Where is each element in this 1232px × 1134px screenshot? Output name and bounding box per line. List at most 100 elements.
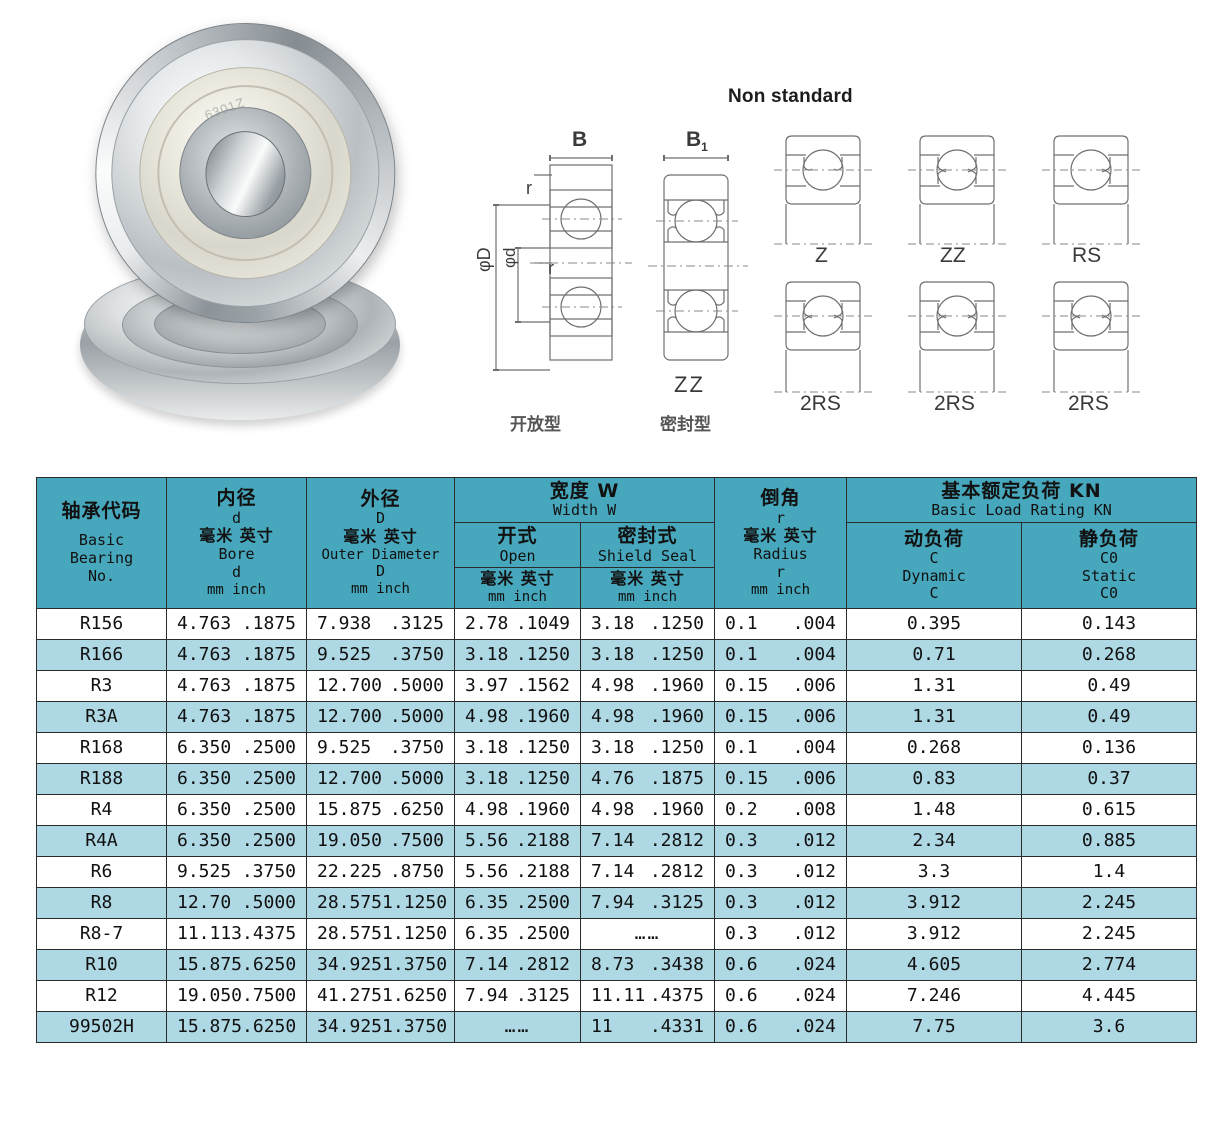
cell-radius: 0.15.006 [714,762,848,795]
cell-bore: 15.875.6250 [166,948,307,981]
dim-b1-subscript: 1 [701,140,708,155]
th-width-en: Width W [552,501,617,520]
cell-static-load: 2.245 [1021,886,1198,919]
cell-dynamic-load: 4.605 [846,948,1023,981]
th-bearing-no-en3: No. [87,566,116,585]
cell-static-load: 2.245 [1021,917,1198,950]
cell-dynamic-load: 7.75 [846,1010,1023,1043]
cell-dynamic-load: 0.268 [846,731,1023,764]
cell-dynamic-load: 0.83 [846,762,1023,795]
dimension-label-phi-D: φD [474,247,494,272]
th-dynamic-cn: 动负荷 [904,527,965,550]
th-radius: 倒角 r 毫米 英寸 Radius r mm inch [714,477,848,609]
th-od-cn: 外径 [360,487,401,510]
th-bore-cn: 内径 [216,487,257,510]
th-static-load: 静负荷 C0 Static C0 [1021,522,1198,609]
table-row: R166 4.763.1875 9.525.3750 3.18.1250 3.18.12… [36,638,1198,671]
cell-radius: 0.6.024 [714,979,848,1012]
th-bearing-no-cn: 轴承代码 [61,500,142,523]
th-open-cn: 开式 [497,525,538,548]
table-row: R10 15.875.6250 34.925 1.3750 7.14.2812 8.73.… [36,948,1198,981]
cell-bore: 6.350.2500 [166,762,307,795]
table-row: R3 4.763.1875 12.700.5000 3.97.1562 4.98.196… [36,669,1198,702]
cell-dynamic-load: 3.3 [846,855,1023,888]
th-bore-sym: d [231,508,242,527]
table-header-row-3: 毫米 英寸 mm inch 毫米 英寸 mm inch [37,567,1197,609]
cell-bearing-no: R168 [36,731,167,764]
th-static-en-sym: C0 [1099,584,1119,603]
variant-label-z: Z [815,244,828,267]
th-open-en: Open [499,546,536,565]
cell-dynamic-load: 0.71 [846,638,1023,671]
cell-dynamic-load: 3.912 [846,886,1023,919]
technical-diagrams: Non standard [452,0,1232,470]
th-bore-en: Bore [218,545,255,564]
th-open-units: 毫米 英寸 mm inch [454,567,581,609]
th-od-cn-units: 毫米 英寸 [343,527,418,547]
cell-bearing-no: R3 [36,669,167,702]
cell-bore: 4.763.1875 [166,607,307,640]
dimension-label-phi-d: φd [500,247,519,269]
table-row: R8 12.70.5000 28.575 1.1250 6.35.2500 7.94.31… [36,886,1198,919]
th-shield-units: 毫米 英寸 mm inch [579,567,716,609]
th-shield-cn-units: 毫米 英寸 [610,569,685,589]
th-bore-en-sym: d [231,563,242,582]
bearing-upper: 6301Z [85,11,437,353]
cell-radius: 0.3.012 [714,886,848,919]
cell-bore: 9.525.3750 [166,855,307,888]
cell-width-shield: 4.76.1875 [579,762,716,795]
cell-bearing-no: R8-7 [36,917,167,950]
cell-radius: 0.6.024 [714,1010,848,1043]
cell-bore: 6.350.2500 [166,731,307,764]
th-width-shield: 密封式 Shield Seal [579,522,716,569]
variant-label-2rs-2: 2RS [934,392,975,415]
variant-label-zz: ZZ [940,244,966,267]
table-row: 99502H 15.875.6250 34.925 1.3750…… 11.4331 0.… [36,1010,1198,1043]
cell-bore: 6.350.2500 [166,793,307,826]
th-shield-en: Shield Seal [597,546,698,565]
cell-static-load: 0.615 [1021,793,1198,826]
th-radius-sym: r [776,508,786,527]
cell-bearing-no: R3A [36,700,167,733]
top-illustration-area: 6301Z Non standard [0,0,1232,470]
cell-bearing-no: R188 [36,762,167,795]
cell-width-shield: 7.94.3125 [579,886,716,919]
cell-dynamic-load: 3.912 [846,917,1023,950]
cell-static-load: 1.4 [1021,855,1198,888]
cell-dynamic-load: 1.48 [846,793,1023,826]
th-radius-units: mm inch [751,581,811,598]
th-bore-units: mm inch [206,581,266,598]
cell-outer-diameter: 28.575 1.1250 [306,886,455,919]
th-bore: 内径 d 毫米 英寸 Bore d mm inch [166,477,307,609]
cell-width-shield: 7.14.2812 [579,824,716,857]
th-open-units-text: mm inch [487,589,547,606]
th-bearing-no-en2: Bearing [69,549,134,568]
th-width-cn: 宽度 W [549,480,620,502]
cell-outer-diameter: 7.938.3125 [306,607,455,640]
dimension-label-B: B [572,128,588,151]
cell-radius: 0.1.004 [714,607,848,640]
cell-bearing-no: R12 [36,979,167,1012]
th-shield-cn: 密封式 [617,525,678,548]
dim-phi-d-letter: D [474,247,494,261]
th-load-rating-group: 基本额定负荷 KN Basic Load Rating KN [846,476,1198,524]
variant-label-2rs-3: 2RS [1068,392,1109,415]
cell-bore: 6.350.2500 [166,824,307,857]
th-radius-en-sym: r [776,563,786,582]
cell-bearing-no: R166 [36,638,167,671]
cell-static-load: 0.136 [1021,731,1198,764]
open-type-caption-cn: 开放型 [510,415,561,435]
cell-dynamic-load: 2.34 [846,824,1023,857]
cell-width-shield: 3.18.1250 [579,607,716,640]
cell-width-open: 5.56.2188 [454,855,581,888]
table-body: R156 4.763.1875 7.938.3125 2.78.1049 3.18.12… [36,607,1198,1043]
dim-phi-small-d-letter: d [500,247,519,257]
cell-bore: 12.70.5000 [166,886,307,919]
cell-width-open: 3.18.1250 [454,762,581,795]
th-bearing-no: 轴承代码 Basic Bearing No. [36,477,167,609]
cell-width-shield: 7.14.2812 [579,855,716,888]
cell-outer-diameter: 22.225.8750 [306,855,455,888]
table-header-row-2: 开式 Open 密封式 Shield Seal 动负荷 C Dynamic C … [37,522,1198,609]
th-load-en: Basic Load Rating KN [931,501,1112,520]
cell-outer-diameter: 19.050.7500 [306,824,455,857]
